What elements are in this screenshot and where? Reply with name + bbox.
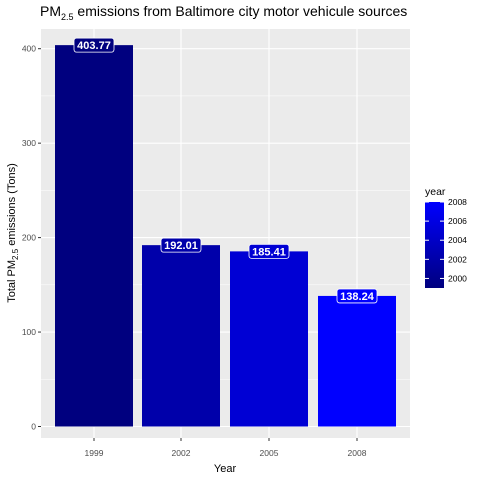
x-tick-label: 2002 <box>172 448 191 458</box>
bar-2002 <box>142 245 220 427</box>
bar-1999 <box>55 45 133 427</box>
bar-value-label-text: 192.01 <box>164 240 198 252</box>
legend-tick-label: 2000 <box>448 273 467 283</box>
bar-2008 <box>318 295 396 427</box>
y-axis: 0 100 200 300 400 <box>22 44 41 432</box>
y-title-subscript: 2.5 <box>11 248 20 260</box>
legend: year 2000 2002 2004 2006 2008 <box>425 186 467 288</box>
bar-value-label-1999: 403.77 <box>73 37 115 53</box>
legend-tick-label: 2006 <box>448 216 467 226</box>
legend-title: year <box>425 186 446 198</box>
bar-value-label-box <box>336 288 378 304</box>
bar-value-label-text: 138.24 <box>340 291 375 303</box>
bar-2005 <box>230 251 308 427</box>
x-axis-title: Year <box>214 463 237 475</box>
bar-value-label-box <box>248 243 290 259</box>
x-tick-label: 2008 <box>348 448 367 458</box>
chart-title: PM2.5 emissions from Baltimore city moto… <box>40 3 407 22</box>
y-tick-label: 300 <box>22 138 36 148</box>
title-main: PM <box>40 3 61 19</box>
y-title-rest: emissions (Tons) <box>6 163 18 249</box>
bar-value-label-2002: 192.01 <box>160 237 202 253</box>
bar-value-label-box <box>73 37 115 53</box>
legend-colorbar <box>425 202 444 288</box>
y-tick-label: 100 <box>22 327 36 337</box>
title-subscript: 2.5 <box>61 12 74 22</box>
legend-tick-label: 2004 <box>448 235 467 245</box>
y-tick-label: 400 <box>22 44 36 54</box>
bar-value-label-2008: 138.24 <box>336 288 378 304</box>
bar-value-label-box <box>160 237 202 253</box>
legend-tick-label: 2002 <box>448 254 467 264</box>
legend-tick-label: 2008 <box>448 197 467 207</box>
y-axis-title: Total PM2.5 emissions (Tons) <box>6 163 20 303</box>
x-tick-label: 1999 <box>85 448 104 458</box>
y-tick-label: 200 <box>22 233 36 243</box>
bar-value-label-2005: 185.41 <box>248 243 290 259</box>
bar-value-label-text: 185.41 <box>252 246 286 258</box>
x-tick-label: 2005 <box>260 448 279 458</box>
title-rest: emissions from Baltimore city motor vehi… <box>74 3 408 19</box>
x-axis: 1999 2002 2005 2008 <box>85 438 367 458</box>
y-title-main: Total PM <box>6 260 18 303</box>
bar-value-label-text: 403.77 <box>77 40 111 52</box>
y-tick-label: 0 <box>31 422 36 432</box>
bar-labels: 403.77 192.01 185.41 138.24 <box>73 37 378 304</box>
bars <box>55 45 396 427</box>
